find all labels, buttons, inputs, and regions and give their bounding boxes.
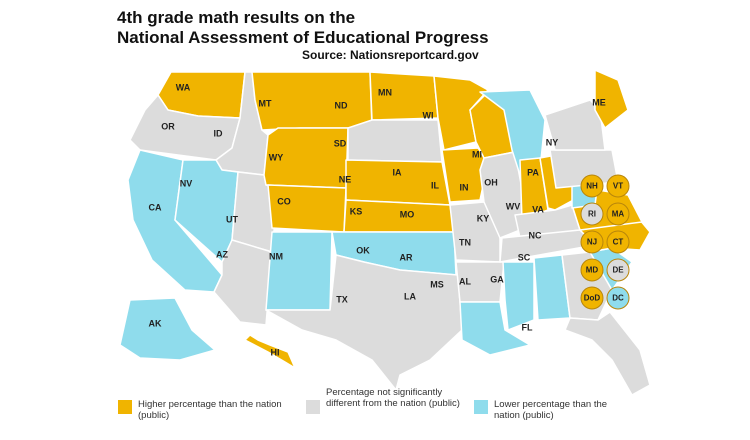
marker-label-nh: NH: [586, 182, 598, 191]
marker-label-ma: MA: [612, 210, 625, 219]
state-label-mi: MI: [472, 149, 482, 159]
state-mo: [449, 201, 501, 263]
title-line-1: 4th grade math results on the: [117, 8, 356, 27]
state-label-nd: ND: [335, 100, 348, 110]
state-label-me: ME: [592, 97, 606, 107]
state-label-tn: TN: [459, 237, 471, 247]
state-label-tx: TX: [336, 294, 348, 304]
state-ny: [544, 99, 606, 151]
state-nm: [265, 231, 333, 311]
state-label-ar: AR: [400, 252, 413, 262]
marker-label-ri: RI: [588, 210, 596, 219]
legend-label-not-significant: Percentage not significantly different f…: [326, 387, 460, 409]
small-state-markers: NH VT RI MA NJ CT MD DE DoD DC: [580, 174, 630, 310]
state-label-nm: NM: [269, 251, 283, 261]
legend-swatch-not-significant: [306, 400, 320, 414]
marker-dc: [606, 286, 630, 310]
state-label-fl: FL: [522, 322, 533, 332]
marker-nh: [580, 174, 604, 198]
state-label-ga: GA: [490, 274, 504, 284]
title-line-2: National Assessment of Educational Progr…: [117, 28, 489, 47]
state-label-hi: HI: [271, 347, 280, 357]
marker-label-ct: CT: [613, 238, 624, 247]
marker-dod: [580, 286, 604, 310]
state-label-in: IN: [460, 182, 469, 192]
state-labels: WA OR CA ID NV UT AZ MT WY CO NM ND SD NE KS OK TX MN IA MO…: [149, 82, 606, 357]
legend-label-higher: Higher percentage than the nation (publi…: [138, 399, 282, 421]
legend-swatch-higher: [118, 400, 132, 414]
marker-de: [606, 258, 630, 282]
marker-vt: [606, 174, 630, 198]
state-label-ny: NY: [546, 137, 559, 147]
state-label-pa: PA: [527, 167, 539, 177]
state-label-ak: AK: [149, 318, 162, 328]
state-label-ia: IA: [393, 167, 403, 177]
state-label-az: AZ: [216, 249, 228, 259]
state-label-mn: MN: [378, 87, 392, 97]
marker-label-de: DE: [612, 266, 624, 275]
marker-label-md: MD: [586, 266, 599, 275]
legend-label-lower: Lower percentage than the nation (public…: [494, 399, 608, 421]
marker-label-dod: DoD: [584, 294, 601, 303]
state-label-oh: OH: [484, 177, 498, 187]
state-label-ky: KY: [477, 213, 490, 223]
state-label-co: CO: [277, 196, 291, 206]
marker-label-dc: DC: [612, 294, 624, 303]
map-title: 4th grade math results on the National A…: [117, 8, 489, 48]
state-label-sc: SC: [518, 252, 531, 262]
state-hi: [244, 334, 296, 369]
marker-label-vt: VT: [613, 182, 623, 191]
state-tx: [265, 254, 463, 391]
marker-ct: [606, 230, 630, 254]
state-me: [594, 69, 629, 129]
state-label-nv: NV: [180, 178, 193, 188]
state-label-il: IL: [431, 180, 440, 190]
state-label-va: VA: [532, 204, 544, 214]
state-label-la: LA: [404, 291, 416, 301]
state-label-ne: NE: [339, 174, 352, 184]
state-label-mt: MT: [259, 98, 272, 108]
state-label-ok: OK: [356, 245, 370, 255]
state-ms: [502, 261, 535, 331]
source-note: Source: Nationsreportcard.gov: [302, 48, 479, 62]
marker-nj: [580, 230, 604, 254]
legend-swatch-lower: [474, 400, 488, 414]
state-label-ks: KS: [350, 206, 363, 216]
state-co: [267, 184, 347, 233]
state-label-wy: WY: [269, 152, 284, 162]
state-label-al: AL: [459, 276, 471, 286]
state-label-ut: UT: [226, 214, 238, 224]
state-sd: [347, 119, 443, 163]
state-label-mo: MO: [400, 209, 415, 219]
marker-ma: [606, 202, 630, 226]
marker-ri: [580, 202, 604, 226]
state-fl: [564, 311, 651, 396]
state-shapes: [119, 69, 651, 396]
state-label-wi: WI: [423, 110, 434, 120]
state-label-sd: SD: [334, 138, 347, 148]
state-label-id: ID: [214, 128, 224, 138]
state-in: [519, 157, 549, 221]
state-label-wv: WV: [506, 201, 521, 211]
state-label-ca: CA: [149, 202, 162, 212]
state-label-wa: WA: [176, 82, 191, 92]
state-ak: [119, 297, 216, 361]
state-label-nc: NC: [529, 230, 542, 240]
marker-label-nj: NJ: [587, 238, 597, 247]
marker-md: [580, 258, 604, 282]
state-label-ms: MS: [430, 279, 444, 289]
state-label-or: OR: [161, 121, 175, 131]
state-la: [459, 301, 531, 356]
